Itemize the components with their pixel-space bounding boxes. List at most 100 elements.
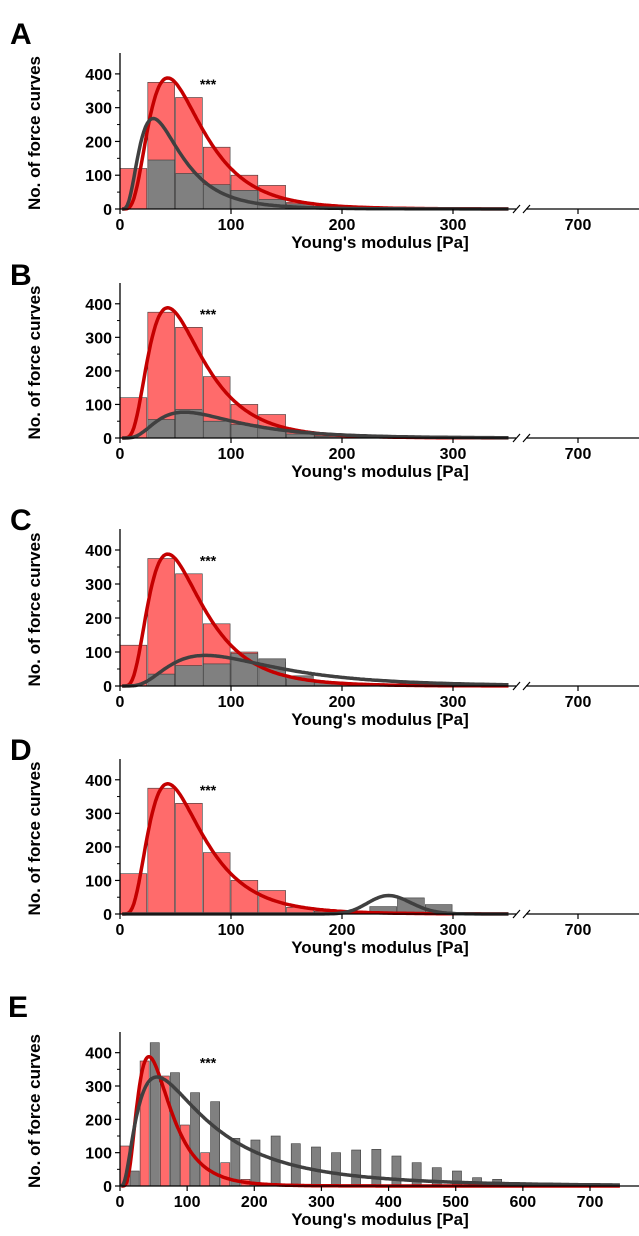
x-tick-label: 100 — [218, 694, 245, 711]
x-tick-label: 700 — [565, 922, 592, 939]
gray-fit-curve — [122, 410, 509, 440]
x-axis-title: Young's modulus [Pa] — [291, 710, 469, 729]
y-tick-label: 0 — [103, 202, 112, 219]
x-tick-label: 300 — [308, 1194, 335, 1211]
gray-series-bar-12 — [371, 1149, 382, 1187]
y-axis-title: No. of force curves — [25, 56, 44, 210]
y-tick-label: 400 — [85, 1046, 112, 1063]
axis-break-mark-1 — [512, 433, 521, 443]
x-tick-label: 100 — [218, 217, 245, 234]
y-tick-label: 200 — [85, 1112, 112, 1129]
panel-letter: E — [8, 991, 28, 1024]
y-tick-label: 100 — [85, 168, 112, 185]
y-tick-label: 300 — [85, 101, 112, 118]
axis-break-mark-2 — [522, 909, 531, 919]
x-tick-label: 0 — [116, 446, 125, 463]
y-axis-title: No. of force curves — [25, 762, 44, 916]
gray-fit-curve — [122, 653, 509, 688]
gray-series-bar-0 — [147, 419, 175, 439]
red-series-bar-5 — [220, 1162, 231, 1187]
x-tick-label: 200 — [329, 922, 356, 939]
x-tick-label: 600 — [510, 1194, 537, 1211]
significance-marker: *** — [200, 1055, 217, 1071]
y-axis-title: No. of force curves — [25, 286, 44, 440]
x-axis-title: Young's modulus [Pa] — [291, 233, 469, 252]
x-tick-label: 200 — [329, 446, 356, 463]
x-tick-label: 200 — [329, 217, 356, 234]
y-tick-label: 100 — [85, 397, 112, 414]
x-axis-title: Young's modulus [Pa] — [291, 1210, 469, 1229]
y-tick-label: 400 — [85, 543, 112, 560]
x-tick-label: 300 — [440, 694, 467, 711]
y-axis-title: No. of force curves — [25, 533, 44, 687]
panel-letter: C — [10, 504, 32, 537]
y-tick-label: 0 — [103, 1179, 112, 1196]
y-tick-label: 200 — [85, 840, 112, 857]
axis-break-mark-1 — [512, 909, 521, 919]
x-tick-label: 200 — [241, 1194, 268, 1211]
y-tick-label: 400 — [85, 297, 112, 314]
panel-d: 0 100 200 300 400 0 100 200 300 700 Young's modulu… — [10, 734, 639, 957]
y-tick-label: 0 — [103, 679, 112, 696]
panel-b: 0 100 200 300 400 0 100 200 300 700 Young's modulu… — [10, 259, 639, 481]
significance-marker: *** — [200, 306, 217, 322]
y-tick-label: 400 — [85, 773, 112, 790]
red-series-bar-1 — [147, 787, 175, 915]
gray-series-bar-2 — [203, 663, 231, 687]
y-tick-label: 0 — [103, 907, 112, 924]
significance-marker: *** — [200, 76, 217, 92]
axis-break-mark-1 — [512, 204, 521, 214]
x-tick-label: 0 — [116, 217, 125, 234]
y-tick-label: 100 — [85, 645, 112, 662]
y-tick-label: 100 — [85, 1146, 112, 1163]
axis-break-mark-2 — [522, 681, 531, 691]
gray-fit-curve — [120, 1075, 621, 1188]
significance-marker: *** — [200, 782, 217, 798]
y-tick-label: 200 — [85, 364, 112, 381]
y-tick-label: 300 — [85, 806, 112, 823]
x-tick-label: 0 — [116, 694, 125, 711]
y-tick-label: 300 — [85, 330, 112, 347]
panel-letter: D — [10, 734, 32, 767]
x-tick-label: 0 — [116, 922, 125, 939]
y-tick-label: 100 — [85, 873, 112, 890]
panel-e: 0 100 200 300 400 0 100 200 300 400 500 600 700 Young… — [8, 991, 639, 1229]
x-axis-title: Young's modulus [Pa] — [291, 462, 469, 481]
x-tick-label: 300 — [440, 217, 467, 234]
gray-series-bar-10 — [331, 1152, 341, 1187]
gray-series-bar-0 — [147, 159, 175, 210]
gray-series-bar-2 — [203, 420, 231, 439]
x-tick-label: 100 — [218, 446, 245, 463]
x-tick-label: 700 — [565, 217, 592, 234]
red-series-bar-3 — [203, 852, 231, 915]
panel-a: 0 100 200 300 400 0 100 200 300 700 Young's modulu… — [10, 18, 639, 252]
y-tick-label: 0 — [103, 431, 112, 448]
panel-letter: B — [10, 259, 32, 292]
x-tick-label: 200 — [329, 694, 356, 711]
gray-series-bar-1 — [175, 665, 203, 687]
red-series-bar-2 — [175, 802, 203, 915]
x-tick-label: 700 — [565, 694, 592, 711]
x-tick-label: 400 — [375, 1194, 402, 1211]
axis-break-mark-1 — [512, 681, 521, 691]
gray-series-bar-14 — [411, 1162, 422, 1187]
gray-series-bar-11 — [351, 1149, 362, 1187]
x-tick-label: 300 — [440, 922, 467, 939]
x-axis-title: Young's modulus [Pa] — [291, 938, 469, 957]
axis-break-mark-2 — [522, 433, 531, 443]
panel-c: 0 100 200 300 400 0 100 200 300 700 Young's modulu… — [10, 504, 639, 729]
y-axis-title: No. of force curves — [25, 1034, 44, 1188]
x-tick-label: 100 — [174, 1194, 201, 1211]
x-tick-label: 700 — [577, 1194, 604, 1211]
y-tick-label: 200 — [85, 134, 112, 151]
gray-series-bar-9 — [311, 1146, 321, 1187]
y-tick-label: 300 — [85, 1079, 112, 1096]
x-tick-label: 500 — [442, 1194, 469, 1211]
y-tick-label: 400 — [85, 67, 112, 84]
gray-series-bar-6 — [250, 1139, 261, 1187]
y-tick-label: 300 — [85, 577, 112, 594]
gray-series-bar-1 — [175, 173, 203, 210]
axis-break-mark-2 — [522, 204, 531, 214]
y-tick-label: 200 — [85, 611, 112, 628]
